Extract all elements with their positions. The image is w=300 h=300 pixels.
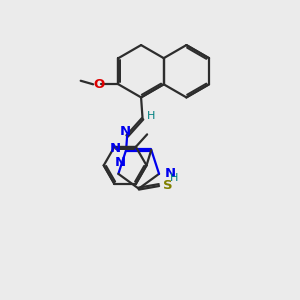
Text: H: H xyxy=(169,173,178,183)
Text: H: H xyxy=(147,111,155,122)
Text: O: O xyxy=(94,78,105,91)
Text: N: N xyxy=(164,167,175,180)
Text: N: N xyxy=(120,125,131,138)
Text: N: N xyxy=(110,142,122,155)
Text: N: N xyxy=(114,156,125,170)
Text: S: S xyxy=(163,178,173,192)
